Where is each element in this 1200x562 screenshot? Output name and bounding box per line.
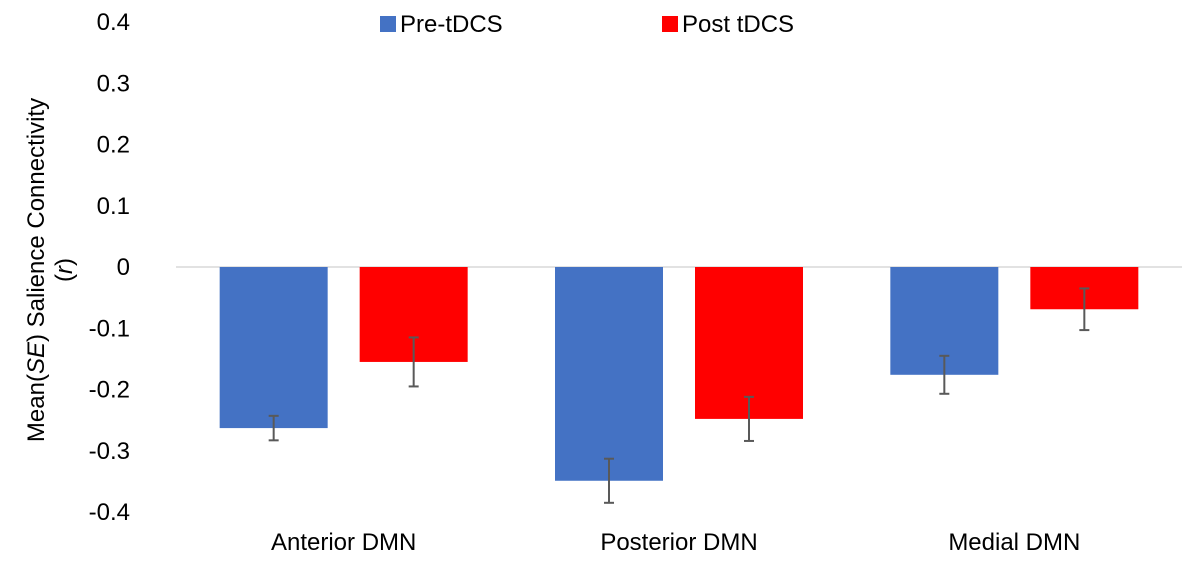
legend-item: Post tDCS (662, 11, 794, 38)
bars (219, 267, 1139, 481)
error-bar (939, 354, 950, 395)
legend-label: Pre-tDCS (400, 11, 503, 38)
error-bar (408, 336, 419, 388)
bar (219, 267, 328, 429)
legend-label: Post tDCS (682, 11, 794, 38)
error-bar (268, 414, 279, 442)
x-category-label: Medial DMN (948, 529, 1080, 556)
x-category-label: Anterior DMN (271, 529, 416, 556)
y-tick-label: 0.2 (97, 132, 130, 159)
y-tick-label: 0.4 (97, 9, 130, 36)
y-tick-label: -0.1 (89, 315, 130, 342)
error-bar (744, 395, 754, 442)
legend-item: Pre-tDCS (380, 11, 503, 38)
x-axis-categories: Anterior DMN Posterior DMN Medial DMN (271, 529, 1080, 556)
y-tick-label: -0.4 (89, 499, 130, 526)
bar (555, 267, 663, 481)
y-tick-label: -0.3 (89, 438, 130, 465)
y-axis-title-line1: Mean(SE) Salience Connectivity (23, 98, 50, 442)
y-axis-title-line2: (r) (51, 258, 78, 282)
error-bars (268, 287, 1090, 504)
error-bar (1079, 287, 1090, 332)
error-bar (604, 457, 614, 504)
y-axis-title: Mean(SE) Salience Connectivity (r) (23, 98, 78, 442)
y-tick-label: 0.1 (97, 193, 130, 220)
legend-swatch (380, 16, 396, 32)
legend-swatch (662, 16, 678, 32)
y-tick-label: 0.3 (97, 70, 130, 97)
legend: Pre-tDCS Post tDCS (380, 11, 794, 38)
y-tick-label: 0 (117, 254, 130, 281)
x-category-label: Posterior DMN (600, 529, 757, 556)
bar (695, 267, 803, 419)
y-axis-ticks: 0.4 0.3 0.2 0.1 0 -0.1 -0.2 -0.3 -0.4 (89, 9, 130, 526)
y-tick-label: -0.2 (89, 377, 130, 404)
